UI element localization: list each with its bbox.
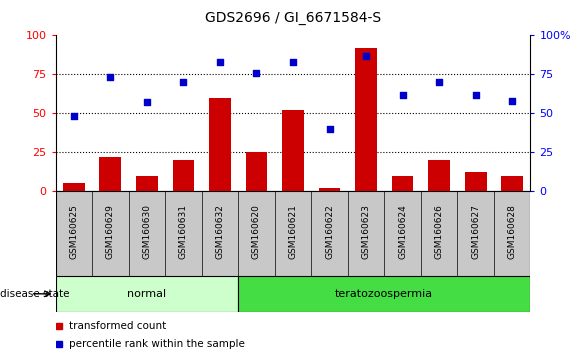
Point (362, 53, 371, 58)
Bar (63, 183, 85, 191)
Point (252, 70, 261, 76)
Bar (246, 152, 267, 191)
Text: GSM160624: GSM160624 (398, 205, 407, 259)
Bar (209, 98, 231, 191)
Bar (319, 188, 340, 191)
Text: GSM160629: GSM160629 (106, 205, 115, 259)
Point (142, 99, 152, 105)
Point (288, 59, 298, 65)
Text: GSM160628: GSM160628 (507, 205, 517, 259)
Text: GSM160621: GSM160621 (288, 205, 298, 259)
Bar (428, 160, 450, 191)
Bar (501, 176, 523, 191)
Text: transformed count: transformed count (69, 321, 166, 331)
Text: GSM160623: GSM160623 (362, 205, 370, 259)
Point (215, 59, 224, 65)
Point (507, 98, 517, 104)
Text: normal: normal (127, 289, 166, 299)
Bar (465, 172, 486, 191)
Text: GSM160630: GSM160630 (142, 205, 151, 259)
Point (398, 92, 407, 97)
Bar (282, 110, 304, 191)
Text: GSM160632: GSM160632 (216, 205, 224, 259)
Text: percentile rank within the sample: percentile rank within the sample (69, 339, 245, 349)
Bar (136, 176, 158, 191)
Text: GSM160631: GSM160631 (179, 205, 188, 259)
Text: GSM160625: GSM160625 (69, 205, 79, 259)
Bar (355, 48, 377, 191)
Point (69, 114, 79, 119)
Bar (100, 157, 121, 191)
Text: teratozoospermia: teratozoospermia (335, 289, 433, 299)
Text: GSM160622: GSM160622 (325, 205, 334, 259)
Text: disease state: disease state (0, 289, 70, 299)
Point (179, 79, 188, 85)
Point (471, 92, 481, 97)
Point (434, 79, 444, 85)
Text: GSM160627: GSM160627 (471, 205, 480, 259)
Bar (172, 160, 195, 191)
Point (105, 75, 115, 80)
Text: GSM160626: GSM160626 (435, 205, 444, 259)
Bar (239, 276, 530, 312)
Text: GDS2696 / GI_6671584-S: GDS2696 / GI_6671584-S (205, 11, 381, 25)
Point (325, 126, 334, 132)
Bar (56, 276, 239, 312)
Bar (391, 176, 414, 191)
Text: GSM160620: GSM160620 (252, 205, 261, 259)
